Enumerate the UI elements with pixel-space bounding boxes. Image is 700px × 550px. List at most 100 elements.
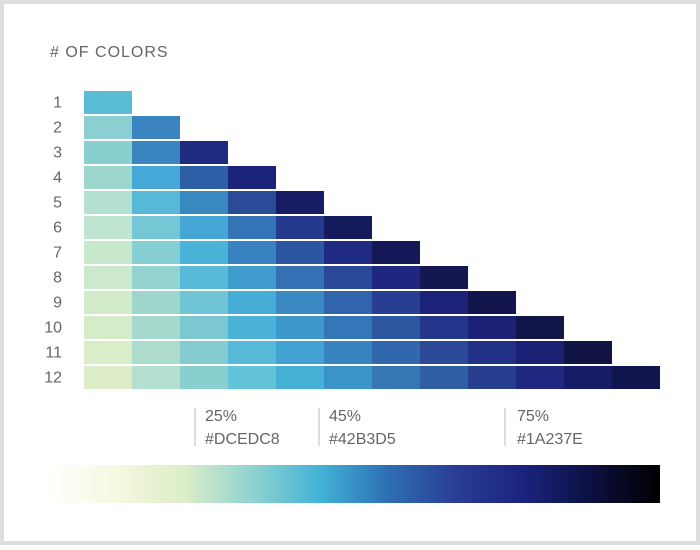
swatch (420, 366, 468, 389)
swatch (132, 341, 180, 364)
swatch (132, 291, 180, 314)
swatch (180, 266, 228, 289)
swatch (84, 116, 132, 139)
swatch (468, 366, 516, 389)
swatch (84, 191, 132, 214)
swatch (228, 291, 276, 314)
swatch (132, 216, 180, 239)
swatch (420, 316, 468, 339)
swatch (84, 291, 132, 314)
row-label: 5 (53, 195, 62, 212)
swatch (84, 366, 132, 389)
swatch (180, 166, 228, 189)
swatch (132, 366, 180, 389)
swatch (324, 341, 372, 364)
swatch (276, 341, 324, 364)
swatch (84, 166, 132, 189)
swatch (324, 216, 372, 239)
row-label: 11 (45, 345, 62, 362)
swatch (372, 316, 420, 339)
swatch (228, 166, 276, 189)
row-label: 9 (53, 295, 62, 312)
swatch (228, 366, 276, 389)
swatch (228, 191, 276, 214)
swatch (468, 291, 516, 314)
swatch (372, 266, 420, 289)
swatch (84, 141, 132, 164)
swatch (324, 241, 372, 264)
swatch (420, 266, 468, 289)
swatch (180, 316, 228, 339)
swatch (612, 366, 660, 389)
swatch (564, 366, 612, 389)
annotation-hex: #1A237E (517, 431, 583, 448)
swatch (180, 141, 228, 164)
row-label: 3 (53, 145, 62, 162)
annotation-percent: 75% (517, 408, 549, 425)
title: # OF COLORS (50, 44, 169, 61)
row-label: 10 (44, 320, 62, 337)
row-label: 12 (44, 370, 62, 387)
swatch (132, 266, 180, 289)
swatch (84, 91, 132, 114)
swatch (324, 291, 372, 314)
swatch (276, 266, 324, 289)
swatch (276, 216, 324, 239)
row-label: 2 (53, 120, 62, 137)
swatch (420, 341, 468, 364)
swatch (324, 366, 372, 389)
swatch (180, 191, 228, 214)
swatch (132, 141, 180, 164)
swatch (276, 241, 324, 264)
swatch (276, 291, 324, 314)
swatch (180, 291, 228, 314)
swatch (84, 316, 132, 339)
row-label: 1 (53, 95, 62, 112)
swatch (324, 316, 372, 339)
swatch (228, 241, 276, 264)
swatch (180, 341, 228, 364)
swatch (132, 241, 180, 264)
swatch (372, 241, 420, 264)
annotation-percent: 25% (205, 408, 237, 425)
swatch (84, 216, 132, 239)
swatch (468, 316, 516, 339)
row-label: 7 (53, 245, 62, 262)
swatch (84, 341, 132, 364)
row-label: 6 (53, 220, 62, 237)
swatch (180, 241, 228, 264)
annotation-hex: #42B3D5 (329, 431, 396, 448)
swatch (228, 316, 276, 339)
swatch (276, 191, 324, 214)
row-label: 4 (53, 170, 62, 187)
swatch (132, 191, 180, 214)
swatch (516, 366, 564, 389)
swatch (516, 316, 564, 339)
swatch (564, 341, 612, 364)
swatch (276, 316, 324, 339)
swatch (180, 366, 228, 389)
swatch (84, 266, 132, 289)
swatch (132, 316, 180, 339)
annotation-percent: 45% (329, 408, 361, 425)
swatch (324, 266, 372, 289)
swatch (516, 341, 564, 364)
swatch (228, 216, 276, 239)
swatch (180, 216, 228, 239)
swatch (84, 241, 132, 264)
swatch (228, 266, 276, 289)
swatch (132, 116, 180, 139)
annotation-hex: #DCEDC8 (205, 431, 280, 448)
swatch (468, 341, 516, 364)
swatch (372, 366, 420, 389)
swatch (372, 341, 420, 364)
gradient-bar (48, 465, 660, 503)
swatch (132, 166, 180, 189)
swatch (420, 291, 468, 314)
swatch (228, 341, 276, 364)
row-label: 8 (53, 270, 62, 287)
swatch (372, 291, 420, 314)
swatch (276, 366, 324, 389)
